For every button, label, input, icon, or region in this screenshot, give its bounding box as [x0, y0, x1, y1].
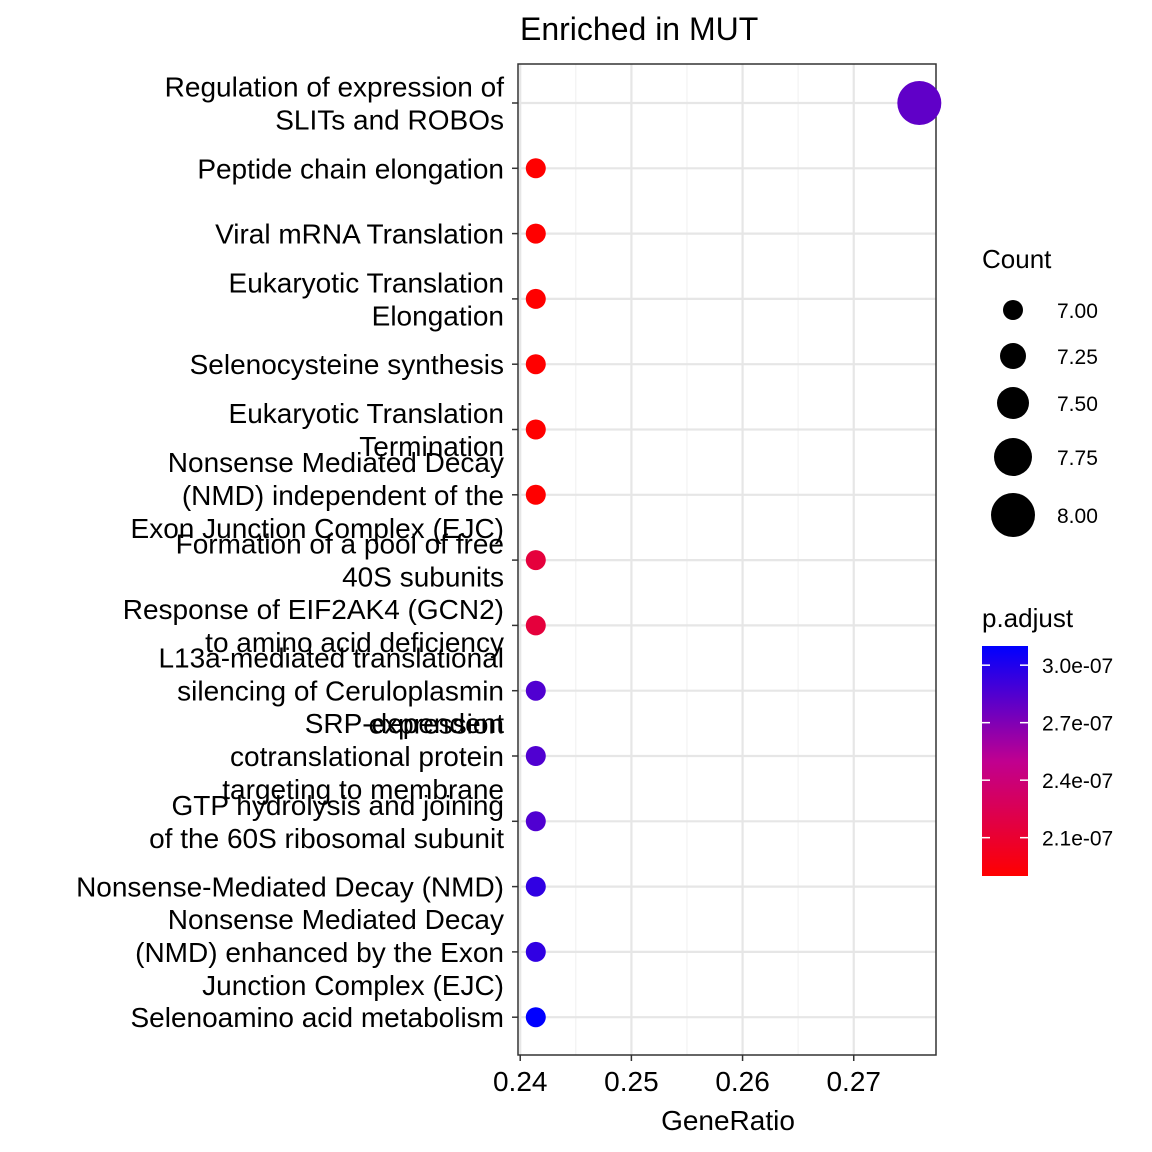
color-bar — [982, 646, 1028, 876]
data-point — [525, 223, 546, 244]
y-tick-label: (NMD) independent of the — [182, 480, 504, 511]
data-point — [525, 288, 546, 309]
y-tick-label: 40S subunits — [342, 562, 504, 593]
color-legend-label: 3.0e-07 — [1042, 655, 1113, 678]
size-legend-key — [1000, 343, 1026, 369]
color-legend-title: p.adjust — [982, 603, 1074, 633]
y-tick-label: (NMD) enhanced by the Exon — [135, 937, 504, 968]
size-legend-key — [991, 493, 1035, 537]
data-point — [525, 484, 546, 505]
size-legend-title: Count — [982, 244, 1052, 274]
size-legend-label: 7.25 — [1057, 346, 1098, 369]
color-legend-label: 2.1e-07 — [1042, 828, 1113, 851]
x-tick-label: 0.27 — [826, 1066, 881, 1097]
data-point — [525, 1007, 546, 1028]
y-tick-label: Nonsense-Mediated Decay (NMD) — [76, 872, 504, 903]
data-point — [525, 941, 546, 962]
y-tick-label: Peptide chain elongation — [197, 153, 504, 184]
y-tick-label: Viral mRNA Translation — [215, 219, 504, 250]
size-legend-label: 8.00 — [1057, 505, 1098, 528]
size-legend-key — [997, 387, 1029, 419]
data-point — [525, 158, 546, 179]
data-point — [525, 550, 546, 571]
size-legend: Count 7.00 7.25 7.50 7.75 8.00 — [982, 244, 1098, 537]
y-tick-label: Response of EIF2AK4 (GCN2) — [123, 594, 504, 625]
data-point — [525, 876, 546, 897]
y-tick-label: Nonsense Mediated Decay — [168, 904, 504, 935]
y-tick-label: Eukaryotic Translation — [229, 267, 504, 298]
data-point — [525, 354, 546, 375]
y-tick-label: SLITs and ROBOs — [275, 105, 504, 136]
size-legend-key — [994, 438, 1032, 476]
y-tick-label: of the 60S ribosomal subunit — [149, 823, 504, 854]
data-point — [525, 746, 546, 766]
y-tick-label: Selenoamino acid metabolism — [130, 1002, 504, 1033]
y-tick-label: Formation of a pool of free — [176, 529, 504, 560]
y-tick-label: to amino acid deficiency — [205, 627, 504, 658]
y-tick-label: Junction Complex (EJC) — [202, 970, 504, 1001]
color-legend-label: 2.7e-07 — [1042, 713, 1113, 736]
color-legend-label: 2.4e-07 — [1042, 770, 1113, 793]
data-point — [525, 615, 546, 636]
x-tick-label: 0.26 — [715, 1066, 770, 1097]
data-point — [897, 81, 942, 125]
size-legend-label: 7.00 — [1057, 300, 1098, 323]
data-point — [525, 811, 546, 832]
y-tick-label: Eukaryotic Translation — [229, 398, 504, 429]
data-points — [525, 81, 942, 1028]
chart-title: Enriched in MUT — [520, 11, 758, 47]
y-tick-label: Selenocysteine synthesis — [190, 349, 504, 380]
y-tick-label: Nonsense Mediated Decay — [168, 447, 504, 478]
y-tick-label: cotranslational protein — [230, 741, 504, 772]
y-tick-label: silencing of Ceruloplasmin — [177, 676, 504, 707]
y-tick-label: L13a-mediated translational — [158, 643, 504, 674]
x-tick-label: 0.25 — [604, 1066, 659, 1097]
size-legend-label: 7.75 — [1057, 447, 1098, 470]
y-tick-label: Termination — [359, 431, 504, 462]
y-tick-label: targeting to membrane — [222, 774, 504, 805]
x-axis: 0.24 0.25 0.26 0.27 — [493, 1055, 881, 1097]
y-tick-label: Elongation — [372, 300, 504, 331]
y-tick-label: Regulation of expression of — [165, 72, 505, 103]
y-tick-label: expression — [369, 709, 504, 740]
color-legend: p.adjust 3.0e-07 2.7e-07 2.4e-07 2.1e-07 — [982, 603, 1113, 876]
data-point — [525, 680, 546, 701]
y-tick-label: SRP-dependent — [305, 708, 504, 739]
size-legend-key — [1003, 300, 1023, 320]
data-point — [525, 419, 546, 440]
grid-lines — [518, 64, 936, 1055]
y-tick-label: GTP hydrolysis and joining — [171, 790, 504, 821]
y-tick-label: Exon Junction Complex (EJC) — [131, 513, 504, 544]
size-legend-label: 7.50 — [1057, 393, 1098, 416]
x-axis-title: GeneRatio — [661, 1105, 795, 1136]
x-tick-label: 0.24 — [493, 1066, 548, 1097]
